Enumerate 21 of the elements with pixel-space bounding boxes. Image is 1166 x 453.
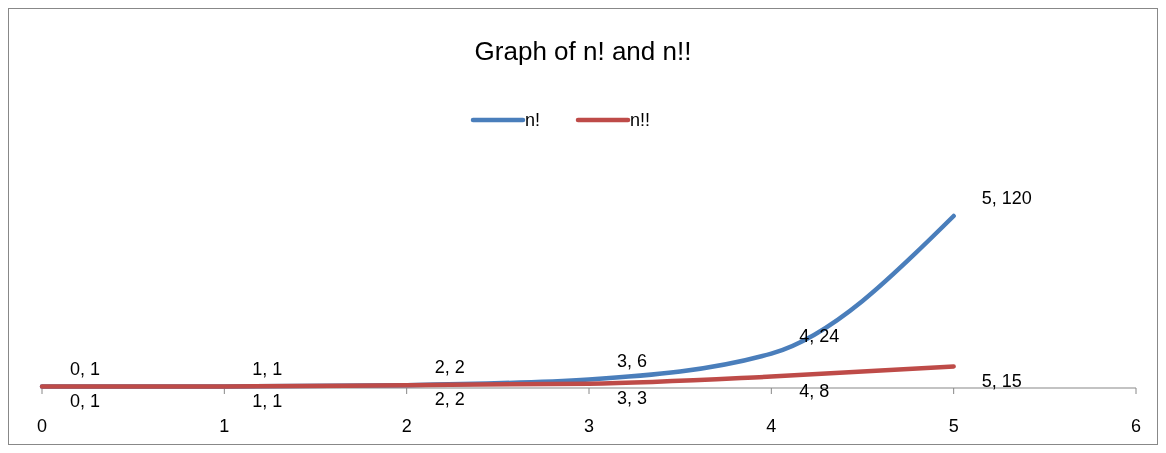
data-label: 3, 3 <box>617 387 648 408</box>
x-tick-label: 1 <box>219 416 230 436</box>
data-label: 3, 6 <box>617 351 648 372</box>
data-label: 4, 8 <box>799 380 830 401</box>
data-label: 1, 1 <box>252 358 283 379</box>
data-label: 5, 120 <box>981 188 1032 208</box>
data-label: 2, 2 <box>434 357 465 378</box>
legend-label: n! <box>525 110 541 130</box>
x-tick-label: 5 <box>948 416 959 436</box>
data-label: 2, 2 <box>434 389 465 410</box>
data-label: 5, 15 <box>981 370 1022 391</box>
x-tick-label: 6 <box>1130 416 1142 436</box>
x-tick-label: 0 <box>36 416 48 436</box>
x-tick-label: 2 <box>401 416 412 436</box>
data-label: 0, 1 <box>70 358 101 379</box>
data-label: 0, 1 <box>70 390 101 411</box>
chart-title: Graph of n! and n!! <box>474 36 692 66</box>
data-label: 1, 1 <box>252 390 283 411</box>
x-tick-label: 4 <box>766 416 777 436</box>
legend-label: n!! <box>630 110 651 130</box>
x-tick-label: 3 <box>583 416 595 436</box>
